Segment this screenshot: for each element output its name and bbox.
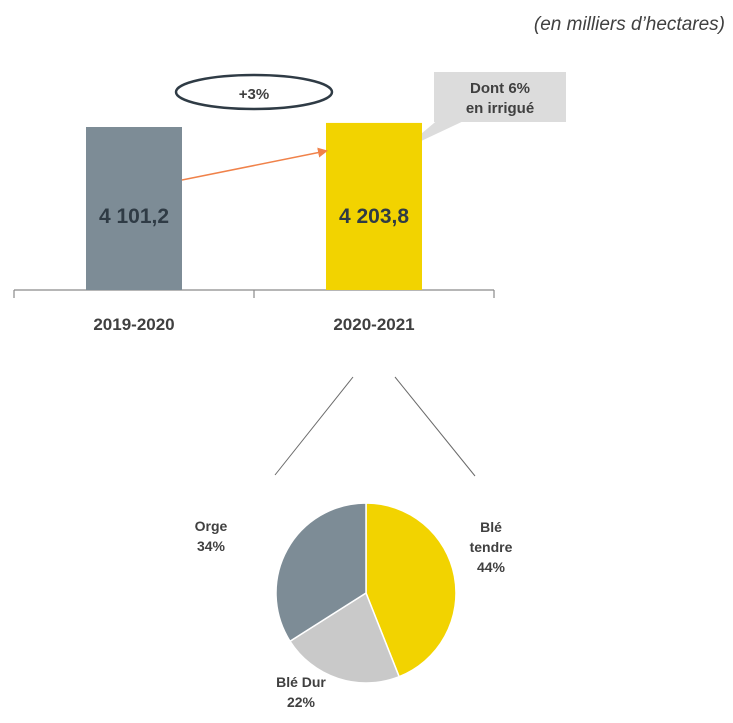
unit-note: (en milliers d’hectares): [533, 14, 725, 35]
connector-line-left: [274, 376, 354, 476]
connector-line-right: [394, 376, 476, 477]
pie-name-label: Blé Dur: [276, 674, 326, 690]
callout-line-2: en irrigué: [466, 100, 534, 117]
bar-2019-2020: [86, 127, 182, 290]
pie-pct-label: 44%: [477, 559, 506, 575]
pie-slice: [365, 502, 457, 678]
bar-2020-2021: [326, 122, 422, 291]
pie-name-label: tendre: [470, 539, 513, 555]
bar-value-label: 4 203,8: [339, 205, 409, 228]
growth-ellipse: [174, 73, 334, 111]
pie-name-label: Orge: [195, 518, 228, 534]
bar-value-label: 4 101,2: [99, 205, 169, 228]
category-label: 2020-2021: [333, 315, 414, 334]
pie-slice: [275, 502, 367, 643]
callout-line-1: Dont 6%: [470, 80, 530, 97]
growth-label: +3%: [239, 86, 269, 103]
category-label: 2019-2020: [93, 315, 174, 334]
pie-pct-label: 34%: [197, 538, 226, 554]
growth-arrow: [181, 147, 328, 181]
pie-slice: [288, 591, 401, 684]
pie-name-label: Blé: [480, 519, 502, 535]
callout-box: [434, 72, 566, 122]
pie-pct-label: 22%: [287, 694, 316, 710]
